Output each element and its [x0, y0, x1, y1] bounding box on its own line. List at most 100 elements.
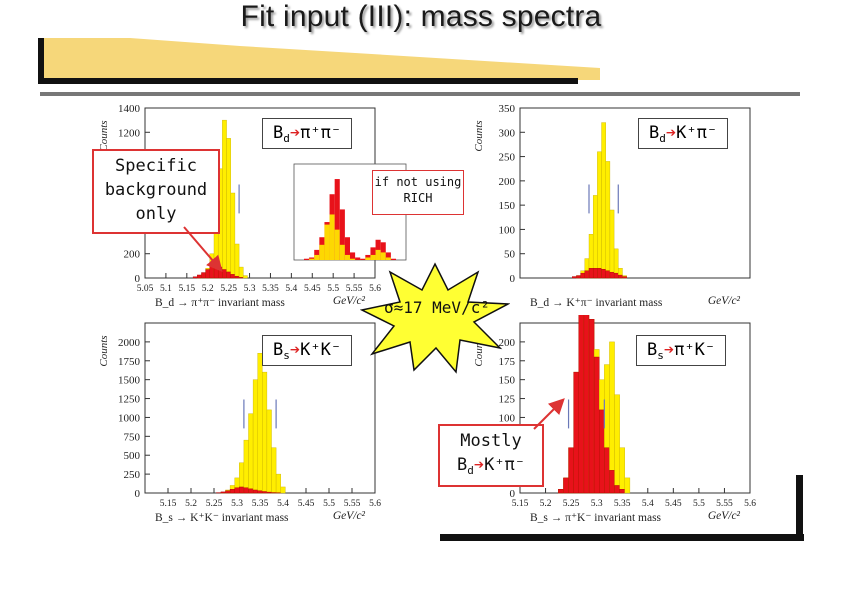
x-tick-label: 5.6 — [369, 284, 381, 294]
callout-line: Mostly — [460, 431, 522, 451]
y-tick-label: 0 — [510, 273, 516, 285]
signal-bar — [266, 409, 272, 494]
specific-background-callout: Specific background only — [92, 149, 220, 234]
background-bar — [618, 274, 623, 279]
inset-signal-bar — [324, 224, 330, 260]
y-tick-label: 0 — [510, 488, 516, 500]
y-tick-label: 250 — [499, 152, 516, 164]
x-tick-label: 5.2 — [540, 499, 552, 509]
signal-bar — [252, 379, 258, 494]
background-bar — [252, 489, 258, 494]
background-bar — [614, 485, 620, 494]
callout-arrow — [533, 398, 565, 430]
background-bar — [609, 271, 615, 279]
background-bar — [266, 491, 272, 494]
title-underline — [38, 38, 44, 84]
x-tick-label: 5.15 — [179, 284, 196, 294]
label-rest: K⁺π⁻ — [484, 455, 526, 475]
background-bar — [234, 487, 240, 494]
inset-background-bar — [390, 258, 396, 260]
signal-bar — [592, 195, 598, 279]
callout-line: if not using — [374, 175, 462, 189]
y-tick-label: 2000 — [118, 337, 141, 349]
x-tick-label: 5.35 — [252, 499, 269, 509]
signal-bar — [605, 161, 611, 279]
sigma-resolution: σ≈17 MeV/c² — [384, 298, 490, 317]
y-tick-label: 1250 — [118, 394, 141, 406]
callout-line: background — [104, 180, 208, 200]
background-bar — [622, 276, 627, 279]
inset-background-bar — [360, 258, 366, 260]
title-baseline — [38, 78, 578, 84]
rich-callout: if not using RICH — [372, 170, 464, 215]
background-bar — [229, 489, 235, 494]
frame-shadow — [440, 534, 804, 541]
inset-signal-bar — [314, 254, 320, 260]
x-tick-label: 5.45 — [304, 284, 321, 294]
x-tick-label: 5.5 — [327, 284, 339, 294]
background-bar — [605, 270, 611, 279]
background-bar — [576, 275, 581, 279]
inset-background-bar — [365, 254, 371, 260]
label-b: B — [649, 123, 660, 143]
y-tick-label: 750 — [124, 431, 141, 443]
background-bar — [572, 276, 577, 279]
frame-shadow-right — [796, 475, 803, 541]
signal-bar — [609, 209, 615, 279]
x-tick-label: 5.1 — [160, 284, 172, 294]
inset-signal-bar — [334, 229, 340, 260]
background-bar — [583, 315, 590, 494]
inset-signal-bar — [385, 257, 391, 260]
label-b: B — [273, 340, 284, 360]
y-tick-label: 1750 — [118, 356, 141, 368]
background-bar — [563, 477, 569, 494]
y-tick-label: 150 — [499, 200, 516, 212]
background-bar — [580, 272, 586, 279]
y-tick-label: 100 — [499, 412, 516, 424]
signal-bar — [257, 353, 263, 494]
callout-line: Bd➔K⁺π⁻ — [440, 453, 542, 483]
callout-line: only — [135, 204, 177, 224]
signal-bar — [275, 473, 281, 494]
x-tick-label: 5.3 — [591, 499, 603, 509]
inset-background-bar — [350, 252, 356, 260]
x-tick-label: 5.2 — [202, 284, 214, 294]
x-tick-label: 5.45 — [298, 499, 315, 509]
inset-background-bar — [380, 242, 386, 260]
x-tick-label: 5.25 — [206, 499, 223, 509]
background-bar — [197, 274, 202, 279]
x-tick-label: 5.45 — [665, 499, 682, 509]
background-bar — [573, 371, 579, 494]
signal-bar — [243, 275, 248, 279]
y-tick-label: 300 — [499, 127, 516, 139]
signal-bar — [624, 477, 631, 494]
inset-signal-bar — [319, 244, 325, 260]
callout-line: Specific — [115, 156, 197, 176]
y-tick-label: 0 — [135, 273, 141, 285]
arrow-right-icon: ➔ — [289, 340, 301, 360]
x-tick-label: 5.3 — [244, 284, 256, 294]
arrow-right-icon: ➔ — [473, 455, 485, 475]
background-bar — [234, 275, 240, 279]
inset-background-bar — [370, 247, 376, 260]
inset-signal-bar — [380, 252, 386, 260]
inset-background-bar — [355, 257, 361, 260]
label-sub: d — [467, 464, 474, 477]
signal-bar — [243, 439, 249, 494]
x-tick-label: 5.25 — [220, 284, 237, 294]
background-bar — [609, 470, 615, 494]
label-b: B — [456, 455, 468, 475]
y-tick-label: 200 — [499, 176, 516, 188]
panel-bd-kpi: 0 50 100 150 200 250 300 350 Counts B_d → K⁺π⁻ in… — [473, 103, 751, 309]
inset-signal-bar — [370, 254, 376, 260]
background-bar — [225, 490, 231, 494]
x-axis-unit: GeV/c² — [708, 510, 741, 522]
x-tick-label: 5.55 — [716, 499, 733, 509]
background-bar — [588, 319, 595, 494]
background-bar — [604, 447, 610, 494]
title-bar-wedge — [40, 38, 600, 80]
x-tick-label: 5.3 — [231, 499, 243, 509]
y-tick-label: 250 — [124, 469, 141, 481]
background-bar — [588, 268, 594, 279]
y-axis-label: Counts — [98, 120, 110, 151]
